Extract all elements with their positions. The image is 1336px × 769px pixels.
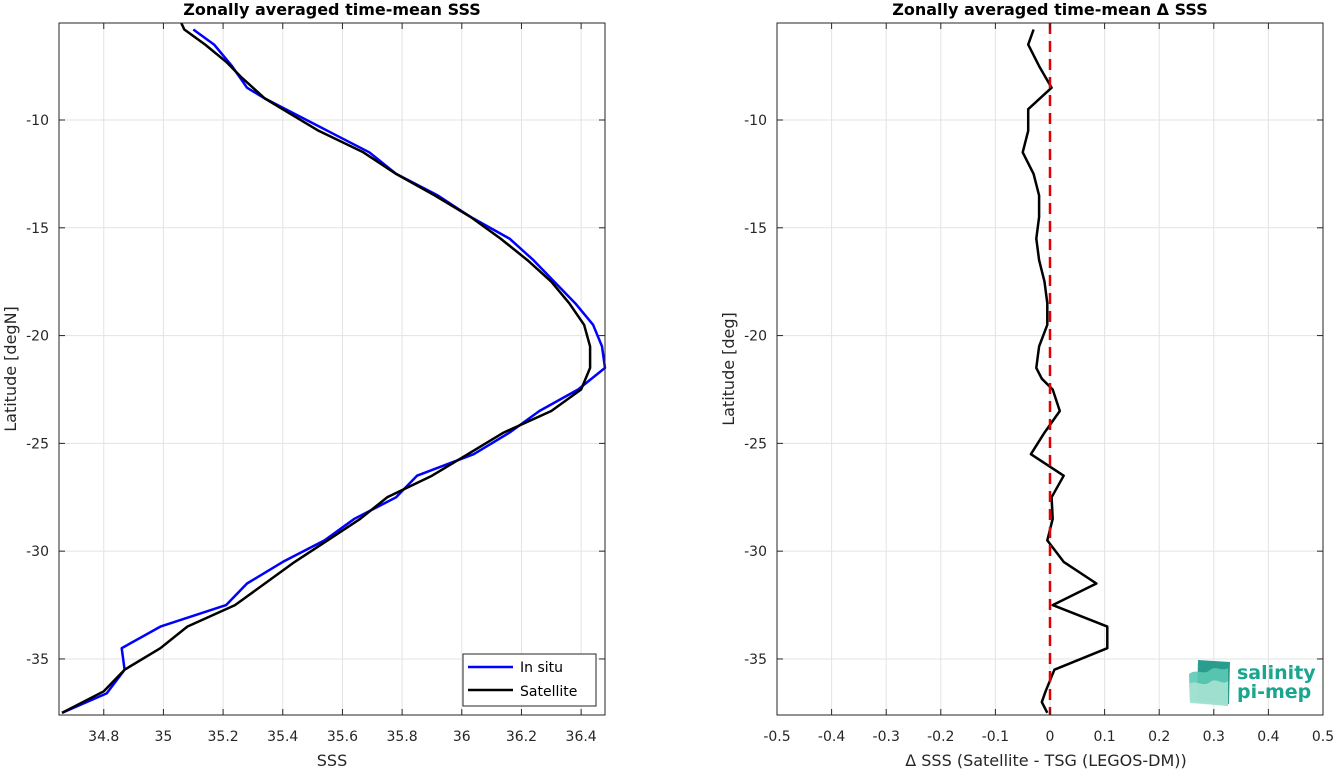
legend-satellite-label: Satellite [520, 684, 577, 700]
delta-sss-panel: -0.5 -0.4 -0.3 -0.2 -0.1 0 0.1 0.2 0.3 0.4 0.5 -10 -… [719, 0, 1334, 769]
sss-x-tick-label: 35 [155, 729, 173, 745]
delta-y-tick-label: -25 [744, 436, 767, 452]
sss-x-tick-label: 35.4 [267, 729, 298, 745]
delta-lines [1021, 23, 1109, 715]
sss-y-tick-label: -10 [26, 113, 49, 129]
delta-ticks: -0.5 -0.4 -0.3 -0.2 -0.1 0 0.1 0.2 0.3 0.4 0.5 -10 -… [744, 23, 1334, 745]
delta-x-tick-label: -0.2 [927, 729, 954, 745]
delta-x-tick-label: 0.2 [1148, 729, 1170, 745]
delta-series-line-delta [1021, 29, 1109, 714]
sss-y-tick-label: -15 [26, 221, 49, 237]
salinity-pimep-logo: salinity pi-mep [1189, 660, 1316, 706]
sss-x-tick-label: 36 [453, 729, 471, 745]
sss-x-axis-label: SSS [317, 751, 347, 769]
sss-series-line-satellite [61, 22, 592, 714]
sss-panel: 34.8 35 35.2 35.4 35.6 35.8 36 36.2 36.4 -10 -15 -2… [1, 0, 607, 769]
sss-y-tick-label: -20 [26, 329, 49, 345]
logo-text-salinity: salinity [1237, 662, 1316, 684]
delta-x-tick-label: -0.5 [763, 729, 790, 745]
delta-x-tick-label: 0.5 [1312, 729, 1334, 745]
sss-axes-box [58, 22, 606, 716]
legend-box [462, 653, 597, 707]
sss-x-tick-label: 35.2 [208, 729, 239, 745]
delta-x-tick-label: -0.1 [982, 729, 1009, 745]
delta-x-axis-label: Δ SSS (Satellite - TSG (LEGOS-DM)) [905, 751, 1187, 769]
delta-chart-title: Zonally averaged time-mean Δ SSS [892, 0, 1208, 19]
sss-y-tick-label: -35 [26, 652, 49, 668]
logo-text-pimep: pi-mep [1237, 681, 1311, 703]
sss-axes-background [59, 23, 605, 715]
sss-y-tick-label: -30 [26, 544, 49, 560]
sss-x-tick-label: 36.4 [566, 729, 597, 745]
sss-x-tick-label: 36.2 [506, 729, 537, 745]
sss-x-tick-label: 35.8 [387, 729, 418, 745]
delta-x-tick-label: 0.4 [1257, 729, 1279, 745]
delta-x-tick-label: -0.3 [873, 729, 900, 745]
delta-y-tick-label: -10 [744, 113, 767, 129]
sss-y-tick-label: -25 [26, 436, 49, 452]
delta-y-tick-label: -20 [744, 329, 767, 345]
sss-chart-title: Zonally averaged time-mean SSS [183, 0, 481, 19]
delta-x-tick-label: 0.1 [1093, 729, 1115, 745]
delta-x-tick-label: 0 [1046, 729, 1055, 745]
delta-x-tick-label: -0.4 [818, 729, 845, 745]
delta-y-tick-label: -35 [744, 652, 767, 668]
delta-x-tick-label: 0.3 [1203, 729, 1225, 745]
sss-y-axis-label: Latitude [degN] [1, 306, 20, 432]
delta-y-tick-label: -30 [744, 544, 767, 560]
delta-y-axis-label: Latitude [deg] [719, 312, 738, 426]
delta-y-tick-label: -15 [744, 221, 767, 237]
sss-ticks: 34.8 35 35.2 35.4 35.6 35.8 36 36.2 36.4 -10 -15 -2… [26, 23, 605, 745]
sss-legend: In situ Satellite [462, 653, 597, 707]
sss-grid [59, 23, 605, 715]
sss-x-tick-label: 34.8 [88, 729, 119, 745]
wave-logo-icon [1189, 660, 1230, 706]
sss-x-tick-label: 35.6 [327, 729, 358, 745]
legend-in-situ-label: In situ [520, 660, 563, 676]
